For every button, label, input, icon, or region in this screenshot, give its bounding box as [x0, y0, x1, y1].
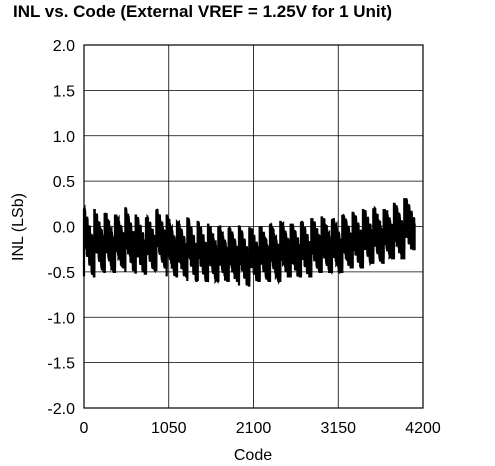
inl-segment — [124, 207, 137, 273]
inl-segment — [144, 213, 158, 274]
inl-segment — [310, 218, 323, 274]
x-tick-label: 1050 — [151, 420, 187, 437]
y-tick-label: 0.0 — [53, 220, 75, 237]
inl-segment — [299, 220, 313, 278]
x-tick-labels: 0 1050 2100 3150 4200 — [80, 420, 441, 437]
inl-segment — [341, 213, 354, 269]
inl-segment — [196, 220, 210, 283]
inl-segment — [134, 214, 148, 275]
y-tick-label: 2.0 — [53, 38, 75, 55]
y-axis-label: INL (LSb) — [10, 193, 27, 261]
inl-segment — [217, 225, 230, 283]
inl-segment — [268, 222, 282, 286]
x-tick-label: 2100 — [236, 420, 272, 437]
inl-segment — [392, 202, 406, 260]
inl-segment — [330, 218, 344, 275]
inl-segment — [248, 227, 261, 283]
inl-segment — [237, 225, 251, 287]
inl-segment — [279, 220, 292, 278]
x-tick-label: 3150 — [320, 420, 356, 437]
inl-segment — [289, 223, 303, 278]
inl-segment — [227, 225, 241, 283]
y-tick-label: 0.5 — [53, 174, 75, 191]
inl-segment — [175, 219, 189, 278]
inl-series — [82, 198, 416, 287]
x-tick-label: 0 — [80, 420, 89, 437]
y-tick-label: 1.0 — [53, 129, 75, 146]
inl-segment — [155, 208, 168, 269]
inl-segment — [113, 214, 127, 269]
y-tick-label: -2.0 — [47, 401, 75, 418]
x-tick-label: 4200 — [405, 420, 441, 437]
inl-segment — [93, 209, 106, 273]
inl-segment — [82, 204, 96, 278]
chart-title: INL vs. Code (External VREF = 1.25V for … — [13, 2, 392, 21]
inl-segment — [372, 205, 385, 264]
y-tick-label: -0.5 — [47, 265, 75, 282]
inl-segment — [103, 212, 117, 273]
y-tick-label: -1.5 — [47, 356, 75, 373]
y-tick-labels: 2.0 1.5 1.0 0.5 0.0 -0.5 -1.0 -1.5 -2.0 — [47, 38, 75, 418]
inl-segment — [351, 211, 365, 269]
inl-segment — [258, 226, 272, 283]
y-tick-label: 1.5 — [53, 83, 75, 100]
grid-lines — [83, 44, 424, 409]
plot-frame — [83, 44, 424, 409]
inl-segment — [320, 216, 334, 275]
inl-segment — [403, 198, 416, 251]
inl-segment — [361, 209, 375, 267]
inl-segment — [382, 209, 396, 260]
inl-segment — [165, 214, 179, 278]
inl-segment — [186, 216, 199, 283]
y-tick-label: -1.0 — [47, 310, 75, 327]
inl-segment — [206, 223, 220, 285]
x-axis-label: Code — [234, 447, 272, 464]
